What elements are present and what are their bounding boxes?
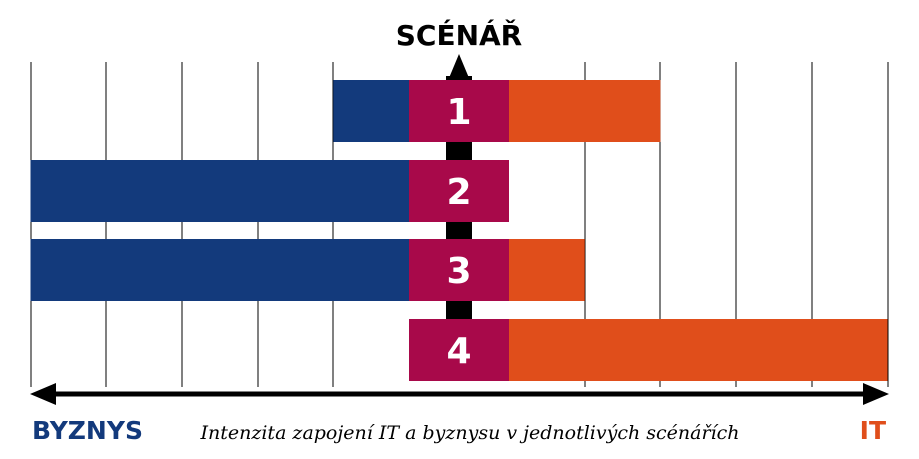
it-bar xyxy=(509,239,585,301)
scenario-box xyxy=(409,319,509,381)
bars: 1 2 3 4 xyxy=(30,80,888,381)
horizontal-axis-arrow xyxy=(30,383,889,405)
byznys-bar xyxy=(30,239,409,301)
byznys-bar xyxy=(30,160,409,222)
center-arrow-head xyxy=(449,54,469,78)
axis-arrow-left xyxy=(30,383,56,405)
it-bar xyxy=(509,80,661,142)
scenario-number-label: 4 xyxy=(446,331,471,372)
scenario-number-label: 1 xyxy=(446,92,471,133)
scenario-number-label: 3 xyxy=(446,251,471,292)
scenario-number-label: 2 xyxy=(446,172,471,213)
it-axis-label: IT xyxy=(860,416,886,445)
byznys-bar xyxy=(333,80,409,142)
scenario-box xyxy=(409,80,509,142)
byznys-axis-label: BYZNYS xyxy=(32,416,143,445)
axis-arrow-right xyxy=(863,383,889,405)
chart-caption: Intenzita zapojení IT a byznysu v jednot… xyxy=(199,422,739,444)
scenario-box xyxy=(409,160,509,222)
scenario-box xyxy=(409,239,509,301)
chart-title: SCÉNÁŘ xyxy=(396,18,523,52)
it-bar xyxy=(509,319,888,381)
